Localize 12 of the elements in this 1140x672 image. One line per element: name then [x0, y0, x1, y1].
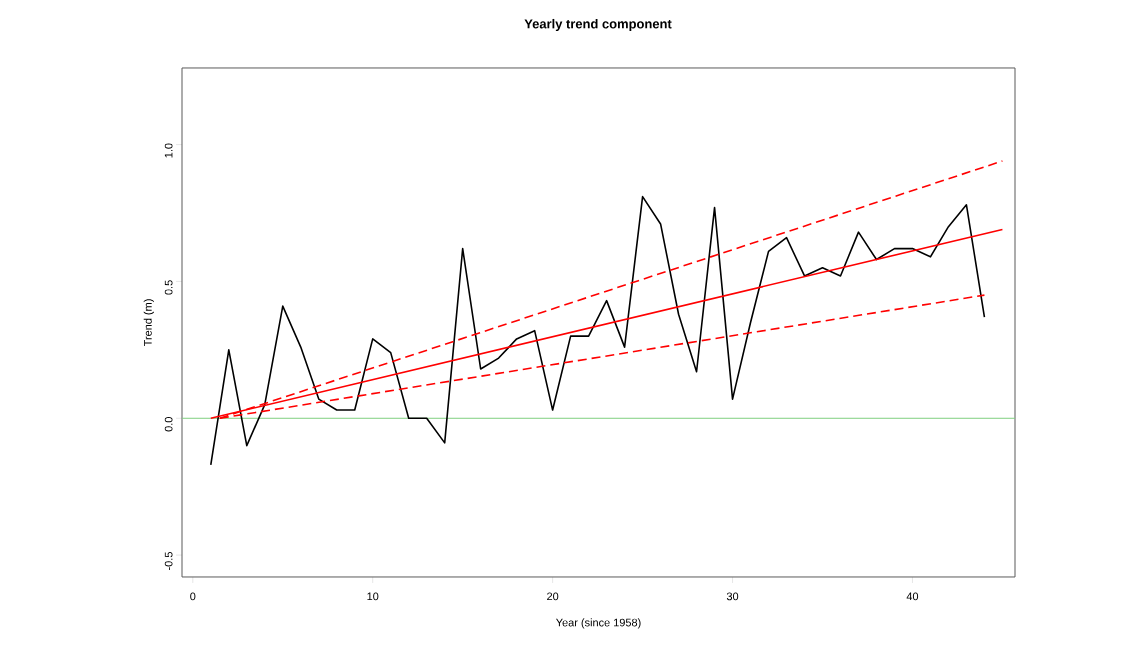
y-tick-label: -0.5 — [164, 552, 173, 571]
x-tick-label: 0 — [190, 592, 196, 601]
y-tick-label: 0.5 — [164, 280, 173, 295]
y-axis-title: Trend (m) — [143, 299, 154, 347]
y-tick-label: 0.0 — [164, 417, 173, 432]
x-tick-label: 10 — [367, 592, 379, 601]
x-tick-label: 20 — [547, 592, 559, 601]
y-tick-label: 1.0 — [164, 143, 173, 158]
x-axis-title: Year (since 1958) — [556, 618, 641, 629]
chart-title: Yearly trend component — [524, 18, 672, 32]
x-tick-label: 30 — [726, 592, 739, 601]
x-tick-label: 40 — [906, 592, 919, 601]
